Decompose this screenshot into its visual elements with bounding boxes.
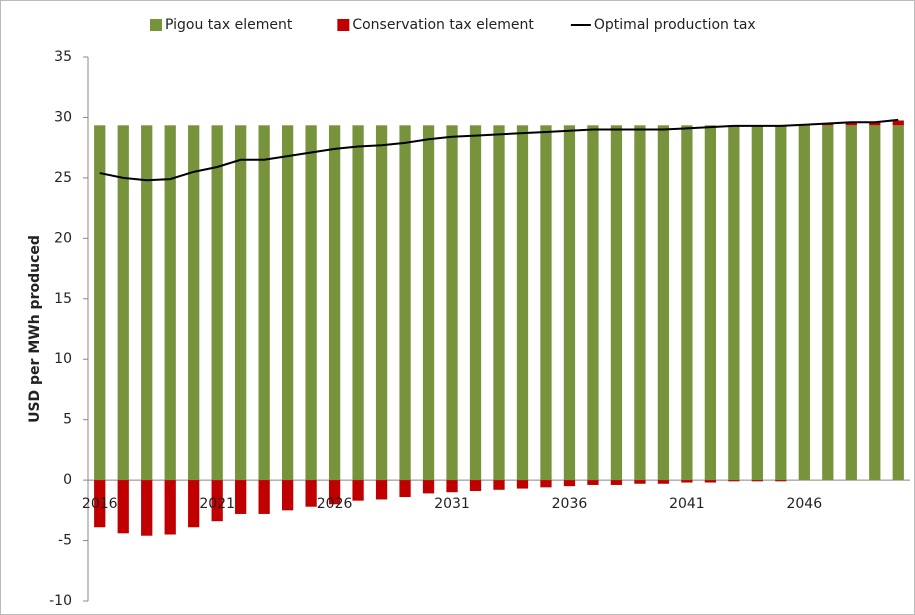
bar (117, 125, 129, 481)
bar (845, 125, 857, 481)
x-tick-label: 2021 (199, 496, 235, 512)
bar (117, 480, 129, 534)
x-tick-label: 2046 (786, 496, 822, 512)
bar (188, 125, 200, 481)
bar (634, 125, 646, 481)
y-tick-label: 15 (54, 291, 72, 307)
y-tick-label: 5 (63, 412, 72, 428)
bar (681, 480, 693, 483)
bar (610, 125, 623, 481)
bar (728, 125, 740, 481)
bar (375, 125, 388, 481)
bar (328, 125, 341, 481)
bar (281, 125, 294, 481)
bar (399, 480, 411, 498)
bar (422, 125, 435, 481)
bar (328, 480, 341, 505)
bar (94, 125, 106, 481)
bar (869, 125, 881, 481)
y-axis-label: USD per MWh produced (27, 235, 43, 423)
bar (681, 125, 693, 481)
legend-label: Pigou tax element (165, 17, 293, 33)
y-tick-label: 35 (54, 49, 72, 65)
bar (211, 480, 223, 522)
y-tick-label: 30 (54, 109, 72, 125)
bar (469, 125, 482, 481)
bar (188, 480, 200, 528)
bar (446, 480, 458, 493)
bar (141, 125, 153, 481)
bar (610, 480, 623, 485)
legend-label: Optimal production tax (594, 17, 756, 33)
bar (822, 125, 834, 481)
bar (587, 125, 599, 481)
bar (892, 125, 904, 481)
bar (775, 480, 787, 482)
y-tick-label: 20 (54, 230, 72, 246)
bar (775, 125, 787, 481)
bar (211, 125, 223, 481)
y-tick-label: 25 (54, 170, 72, 186)
bar (822, 124, 834, 126)
bar (657, 480, 670, 484)
bar (704, 480, 717, 483)
bar (258, 480, 270, 514)
x-tick-label: 2031 (434, 496, 470, 512)
bar (94, 480, 106, 528)
y-tick-label: 10 (54, 351, 72, 367)
bar (563, 125, 576, 481)
bar (469, 480, 482, 491)
y-tick-label: -10 (49, 593, 72, 609)
bar (845, 122, 857, 126)
bar (540, 480, 552, 488)
x-tick-label: 2041 (669, 496, 705, 512)
bar (281, 480, 294, 511)
bar (375, 480, 388, 500)
x-tick-label: 2016 (82, 496, 118, 512)
bar (563, 480, 576, 487)
line (99, 118, 899, 182)
y-tick-label: -5 (58, 533, 72, 549)
legend-swatch (150, 19, 162, 31)
bar (305, 125, 317, 481)
legend-swatch (337, 19, 350, 31)
y-tick-label: 0 (63, 472, 72, 488)
bar (892, 120, 904, 126)
bar (728, 480, 740, 482)
bar (704, 125, 717, 481)
bar (446, 125, 458, 481)
bar (587, 480, 599, 485)
bar (540, 125, 552, 481)
bar (634, 480, 646, 484)
bar (516, 125, 529, 481)
bar (399, 125, 411, 481)
bar (751, 480, 763, 482)
bar (352, 480, 364, 501)
bar (235, 480, 247, 514)
bar (235, 125, 247, 481)
bar (657, 125, 670, 481)
legend-label: Conservation tax element (352, 17, 534, 33)
bar (493, 480, 505, 490)
bar (798, 125, 810, 481)
bar (164, 125, 176, 481)
bar (751, 125, 763, 481)
bar (422, 480, 435, 494)
bar (869, 121, 881, 126)
bar (493, 125, 505, 481)
x-tick-label: 2026 (317, 496, 353, 512)
bar (305, 480, 317, 507)
bar (352, 125, 364, 481)
bar (141, 480, 153, 536)
bar (516, 480, 529, 489)
bar (258, 125, 270, 481)
bar (164, 480, 176, 535)
x-tick-label: 2036 (552, 496, 588, 512)
